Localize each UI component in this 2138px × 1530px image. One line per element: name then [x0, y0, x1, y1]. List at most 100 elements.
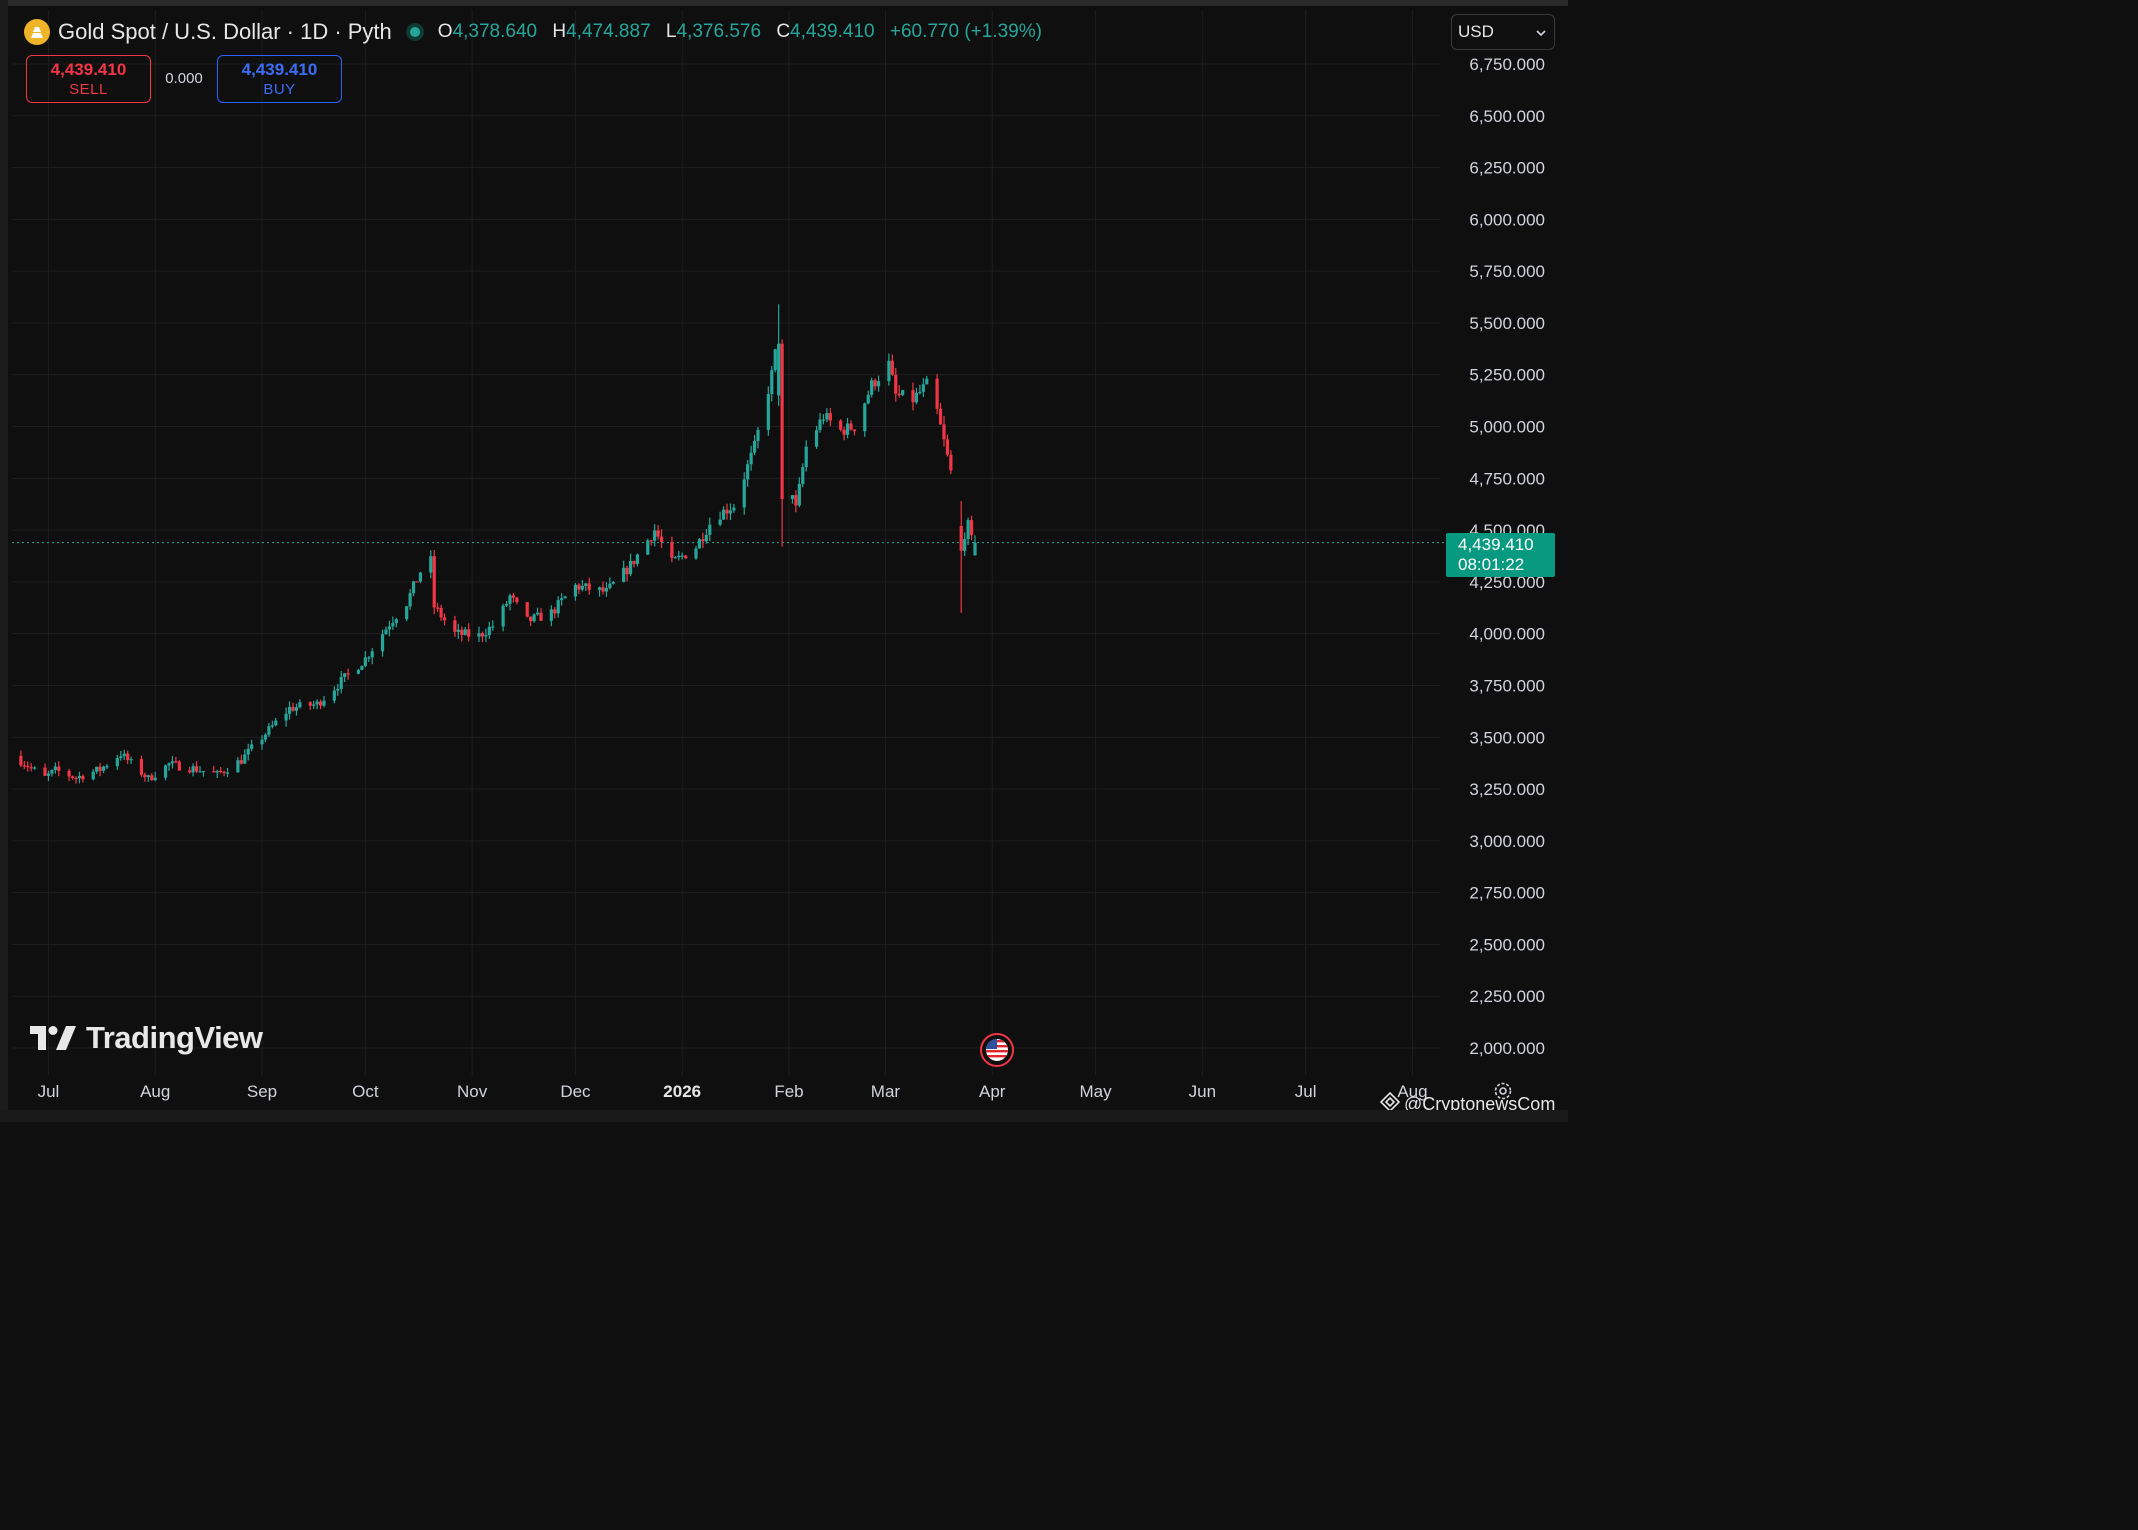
candle-body: [19, 755, 23, 766]
price-chart[interactable]: 2,000.000 2,250.000 2,500.000 2,750.000 3,00…: [0, 0, 1568, 1122]
candle-up: [718, 511, 722, 527]
candle-down: [460, 626, 464, 642]
candle-up: [704, 528, 708, 544]
candle-body: [842, 429, 846, 435]
candle-up: [243, 749, 247, 764]
candle-body: [852, 429, 857, 432]
time-tick-label: 2026: [663, 1082, 701, 1101]
candle-up: [756, 427, 760, 449]
candle-up: [508, 593, 512, 611]
candle-up: [215, 769, 219, 779]
candle-body: [318, 701, 323, 706]
candle-body: [821, 419, 826, 421]
candle-body: [105, 766, 109, 768]
candle-body: [356, 669, 361, 674]
candle-down: [539, 608, 543, 621]
candle-body: [746, 464, 750, 480]
candle-body: [43, 767, 47, 776]
tradingview-logo[interactable]: TradingView: [30, 1020, 263, 1056]
candle-body: [188, 770, 192, 773]
candle-down: [194, 760, 199, 773]
candle-body: [467, 629, 471, 637]
candle-down: [346, 668, 350, 680]
candle-up: [360, 665, 364, 670]
settings-gear-icon[interactable]: [1492, 1080, 1514, 1102]
last-price-value: 4,439.410: [1458, 535, 1534, 554]
candle-body: [680, 555, 684, 557]
candle-down: [849, 420, 853, 431]
candle-down: [969, 515, 974, 541]
candle-down: [442, 613, 447, 626]
price-tick-label: 3,000.000: [1469, 832, 1545, 851]
price-axis: 2,000.000 2,250.000 2,500.000 2,750.000 3,00…: [1469, 55, 1545, 1058]
time-tick-label: Feb: [774, 1082, 803, 1101]
candle-up: [790, 494, 795, 504]
candle-body: [804, 446, 808, 468]
sell-label: SELL: [69, 81, 108, 98]
price-tick-label: 4,750.000: [1469, 469, 1545, 488]
candle-up: [294, 703, 299, 716]
candle-body: [918, 391, 922, 394]
candle-body: [942, 424, 946, 440]
symbol-title[interactable]: Gold Spot / U.S. Dollar · 1D · Pyth: [58, 19, 392, 44]
candle-down: [81, 774, 85, 783]
candle-up: [105, 764, 109, 770]
watermark-text: @CryptonewsCom: [1404, 1094, 1556, 1114]
candle-up: [608, 577, 612, 590]
candle-up: [770, 365, 774, 402]
candle-body: [721, 509, 726, 520]
high-key: H: [552, 21, 567, 42]
candle-body: [167, 763, 171, 766]
candle-body: [901, 390, 905, 396]
candle-up: [484, 628, 488, 643]
candle-body: [294, 707, 299, 711]
candle-body: [752, 440, 757, 453]
candle-body: [46, 773, 51, 776]
price-tick-label: 5,500.000: [1469, 314, 1545, 333]
candle-down: [308, 701, 312, 710]
time-tick-label: Nov: [457, 1082, 488, 1101]
candle-body: [876, 381, 881, 387]
candle-up: [921, 378, 925, 398]
change-value: +60.770 (+1.39%): [889, 21, 1042, 42]
candle-up: [191, 763, 195, 777]
price-tick-label: 3,500.000: [1469, 728, 1545, 747]
candle-body: [405, 606, 409, 620]
currency-select[interactable]: USD: [1451, 14, 1555, 50]
buy-button[interactable]: 4,439.410 BUY: [217, 55, 342, 103]
candle-up: [818, 412, 822, 433]
candle-body: [436, 607, 440, 609]
candle-up: [487, 621, 491, 639]
candle-body: [777, 343, 781, 396]
candle-down: [188, 766, 192, 774]
gold-bars-icon[interactable]: [24, 19, 50, 45]
candle-down: [177, 760, 181, 771]
us-economic-event-icon[interactable]: [980, 1033, 1014, 1067]
candle-down: [143, 772, 147, 782]
candle-body: [284, 713, 288, 721]
candle-body: [828, 413, 832, 421]
candle-body: [453, 620, 457, 632]
candle-body: [580, 585, 584, 590]
price-tick-label: 6,750.000: [1469, 55, 1545, 74]
candle-down: [126, 750, 130, 764]
candle-down: [649, 539, 653, 546]
candle-body: [260, 739, 264, 745]
last-price-label: 4,439.410 08:01:22: [1446, 533, 1555, 577]
candle-body: [115, 757, 119, 767]
candle-body: [308, 702, 312, 706]
candle-up: [119, 750, 123, 761]
chevron-down-icon: [1536, 22, 1546, 42]
candle-body: [728, 510, 733, 514]
candle-up: [77, 771, 82, 784]
candle-body: [194, 766, 199, 772]
sell-button[interactable]: 4,439.410 SELL: [26, 55, 151, 103]
candle-down: [74, 776, 78, 784]
candle-body: [766, 394, 770, 430]
buy-price: 4,439.410: [241, 60, 318, 79]
candle-up: [777, 304, 781, 406]
candle-down: [511, 592, 516, 603]
candle-body: [749, 452, 753, 465]
candle-body: [622, 567, 626, 583]
candle-body: [391, 623, 395, 627]
